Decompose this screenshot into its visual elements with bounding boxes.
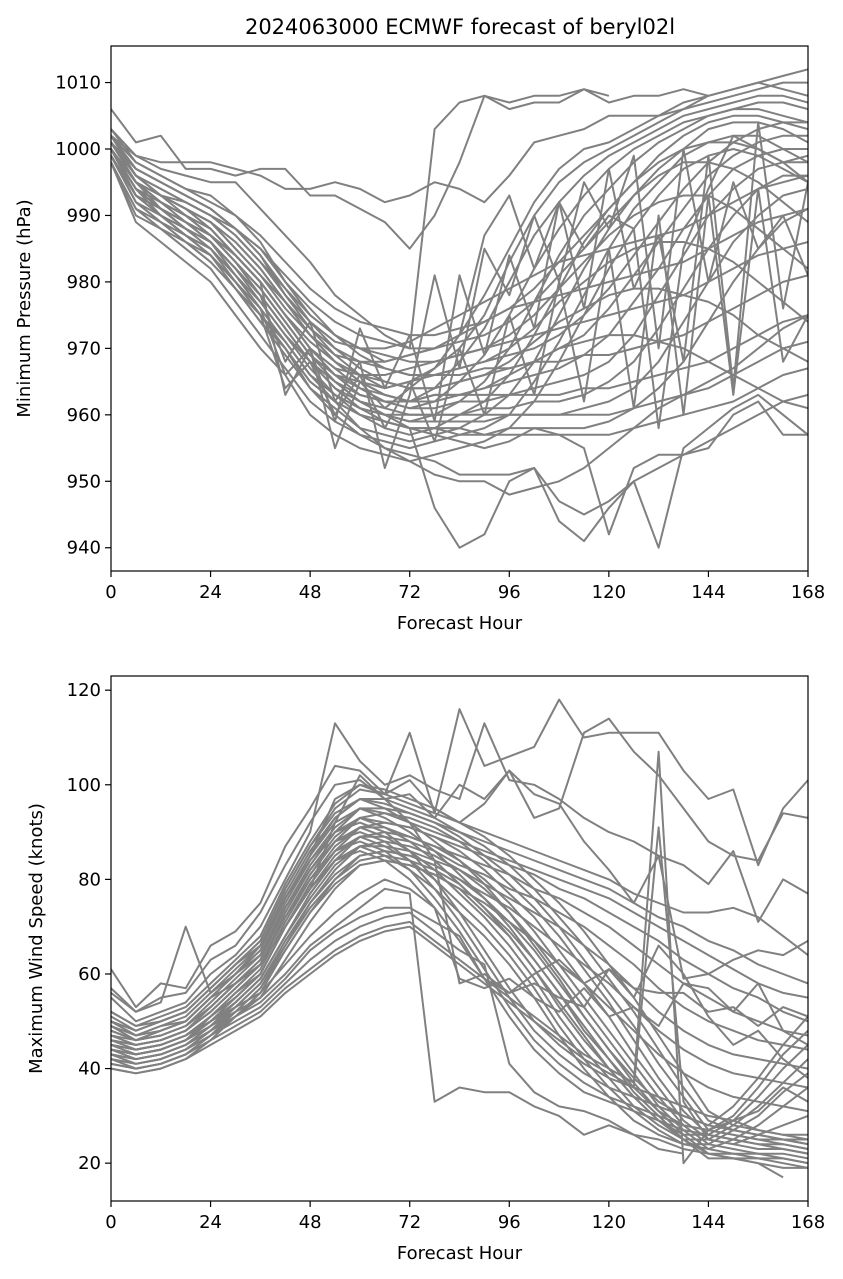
pressure-y-tick-label: 980 xyxy=(67,272,101,293)
pressure-series-line-1 xyxy=(111,88,610,250)
pressure-series-line-39 xyxy=(111,121,808,423)
wind-series-line-39 xyxy=(111,750,808,1165)
pressure-x-tick-label: 120 xyxy=(592,582,626,603)
wind-y-tick-label: 100 xyxy=(67,775,101,796)
wind-x-tick-label: 144 xyxy=(691,1212,725,1233)
pressure-y-tick-label: 1000 xyxy=(55,139,101,160)
wind-series-line-38 xyxy=(111,906,808,1079)
wind-y-tick-label: 40 xyxy=(78,1059,101,1080)
pressure-y-tick-label: 950 xyxy=(67,471,101,492)
wind-series-line-15 xyxy=(111,807,808,1146)
wind-series-line-3 xyxy=(111,722,808,1023)
wind-series-line-32 xyxy=(111,850,808,1155)
pressure-series-line-37 xyxy=(111,134,808,450)
wind-series-line-27 xyxy=(111,835,808,1146)
wind-series-line-19 xyxy=(111,840,808,1165)
wind-series-line-31 xyxy=(111,840,808,1150)
wind-series-line-1 xyxy=(111,698,808,1009)
pressure-series-group xyxy=(111,68,808,549)
wind-series-line-20 xyxy=(111,850,808,1165)
wind-y-axis-label: Maximum Wind Speed (knots) xyxy=(26,803,47,1074)
pressure-x-axis-label: Forecast Hour xyxy=(397,613,523,634)
pressure-series-line-16 xyxy=(111,148,808,410)
wind-y-tick-label: 120 xyxy=(67,680,101,701)
wind-series-line-37 xyxy=(111,911,784,1179)
pressure-x-tick-label: 144 xyxy=(691,582,725,603)
pressure-x-tick-label: 96 xyxy=(498,582,521,603)
wind-series-line-14 xyxy=(111,798,808,1141)
wind-x-tick-label: 120 xyxy=(592,1212,626,1233)
pressure-x-tick-label: 0 xyxy=(105,582,116,603)
pressure-axes-frame xyxy=(110,45,809,572)
wind-series-line-40 xyxy=(111,826,808,1146)
pressure-series-line-33 xyxy=(111,141,808,496)
pressure-series-line-26 xyxy=(111,161,808,436)
wind-x-tick-label: 168 xyxy=(791,1212,825,1233)
wind-y-tick-label: 20 xyxy=(78,1153,101,1174)
wind-series-line-26 xyxy=(111,826,808,1141)
wind-y-tick-label: 80 xyxy=(78,869,101,890)
wind-x-tick-label: 48 xyxy=(299,1212,322,1233)
pressure-series-line-36 xyxy=(111,148,808,536)
pressure-x-tick-label: 168 xyxy=(791,582,825,603)
pressure-y-tick-label: 940 xyxy=(67,538,101,559)
pressure-y-axis-label: Minimum Pressure (hPa) xyxy=(14,199,35,417)
wind-series-line-30 xyxy=(111,831,808,1146)
wind-axes-frame xyxy=(110,675,809,1202)
wind-series-line-29 xyxy=(111,821,808,1141)
pressure-series-line-12 xyxy=(111,148,808,463)
wind-series-line-33 xyxy=(111,769,808,1013)
wind-series-line-36 xyxy=(111,887,684,1155)
wind-x-tick-label: 72 xyxy=(398,1212,421,1233)
wind-x-tick-label: 96 xyxy=(498,1212,521,1233)
wind-series-line-34 xyxy=(111,774,808,1042)
wind-x-tick-label: 24 xyxy=(199,1212,222,1233)
wind-y-tick-label: 60 xyxy=(78,964,101,985)
pressure-series-line-2 xyxy=(111,68,808,204)
pressure-y-tick-label: 970 xyxy=(67,338,101,359)
pressure-series-line-38 xyxy=(111,141,808,469)
pressure-y-tick-label: 960 xyxy=(67,405,101,426)
wind-x-tick-label: 0 xyxy=(105,1212,116,1233)
pressure-series-line-25 xyxy=(111,161,808,416)
pressure-series-line-40 xyxy=(111,148,808,443)
pressure-x-tick-label: 72 xyxy=(398,582,421,603)
pressure-x-tick-label: 24 xyxy=(199,582,222,603)
pressure-x-tick-label: 48 xyxy=(299,582,322,603)
wind-series-group xyxy=(111,698,808,1179)
wind-series-line-2 xyxy=(111,717,808,1013)
wind-series-line-35 xyxy=(111,878,808,1051)
pressure-series-line-28 xyxy=(111,135,808,350)
pressure-chart: 0 24 48 72 96 120 144 168 940 950 960 970 980 990 1000… xyxy=(14,45,825,634)
wind-x-axis-label: Forecast Hour xyxy=(397,1243,523,1264)
pressure-series-line-27 xyxy=(111,128,808,337)
pressure-y-tick-label: 1010 xyxy=(55,73,101,94)
figure-title: 2024063000 ECMWF forecast of beryl02l xyxy=(245,15,675,39)
wind-chart: 0 24 48 72 96 120 144 168 20 40 60 80 100 120 Forecast… xyxy=(26,675,825,1264)
pressure-y-tick-label: 990 xyxy=(67,205,101,226)
